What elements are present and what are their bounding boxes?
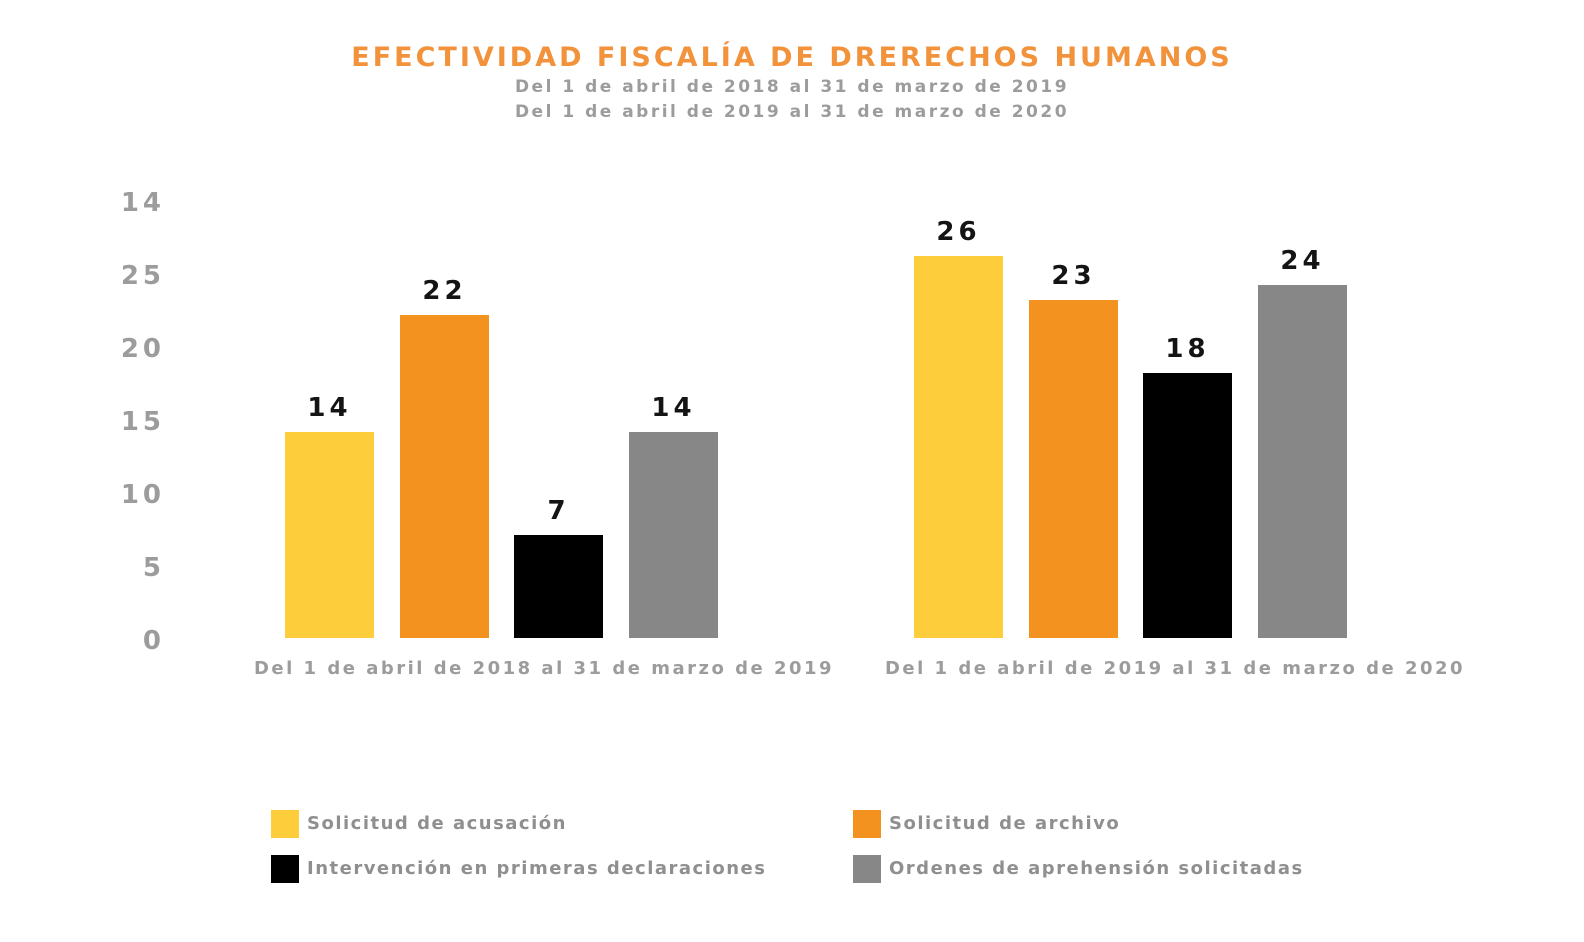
legend-swatch xyxy=(853,810,881,838)
bar xyxy=(400,315,489,638)
bar-value-label: 26 xyxy=(936,217,981,247)
y-axis-tick-label: 25 xyxy=(120,261,165,291)
bar xyxy=(914,256,1003,638)
legend-label: Ordenes de aprehensión solicitadas xyxy=(889,858,1304,879)
bar-value-label: 23 xyxy=(1051,261,1096,291)
bar-value-label: 7 xyxy=(547,496,570,526)
legend-swatch xyxy=(853,855,881,883)
bar-value-label: 14 xyxy=(651,393,696,423)
x-axis-label-group1: Del 1 de abril de 2018 al 31 de marzo de… xyxy=(253,658,835,679)
chart-title: EFECTIVIDAD FISCALÍA DE DRERECHOS HUMANO… xyxy=(351,42,1233,73)
bar xyxy=(285,432,374,638)
bar xyxy=(1258,285,1347,638)
y-axis-tick-label: 15 xyxy=(120,407,165,437)
bar xyxy=(514,535,603,638)
y-axis-tick-label: 20 xyxy=(120,334,165,364)
y-axis-tick-label: 5 xyxy=(142,553,165,583)
bar xyxy=(629,432,718,638)
x-axis-label-group2: Del 1 de abril de 2019 al 31 de marzo de… xyxy=(884,658,1466,679)
legend-swatch xyxy=(271,855,299,883)
bar-value-label: 14 xyxy=(307,393,352,423)
bar-value-label: 24 xyxy=(1280,246,1325,276)
legend-swatch xyxy=(271,810,299,838)
bar-value-label: 18 xyxy=(1165,334,1210,364)
chart-subtitle-line2: Del 1 de abril de 2019 al 31 de marzo de… xyxy=(514,102,1070,122)
chart-subtitle-line1: Del 1 de abril de 2018 al 31 de marzo de… xyxy=(514,77,1070,97)
bar xyxy=(1029,300,1118,638)
bar-value-label: 22 xyxy=(422,276,467,306)
legend-label: Intervención en primeras declaraciones xyxy=(307,858,767,879)
legend-label: Solicitud de archivo xyxy=(889,813,1121,834)
legend-label: Solicitud de acusación xyxy=(307,813,567,834)
y-axis-tick-label: 14 xyxy=(120,188,165,218)
y-axis-tick-label: 0 xyxy=(142,626,165,656)
bar xyxy=(1143,373,1232,638)
y-axis-tick-label: 10 xyxy=(120,480,165,510)
